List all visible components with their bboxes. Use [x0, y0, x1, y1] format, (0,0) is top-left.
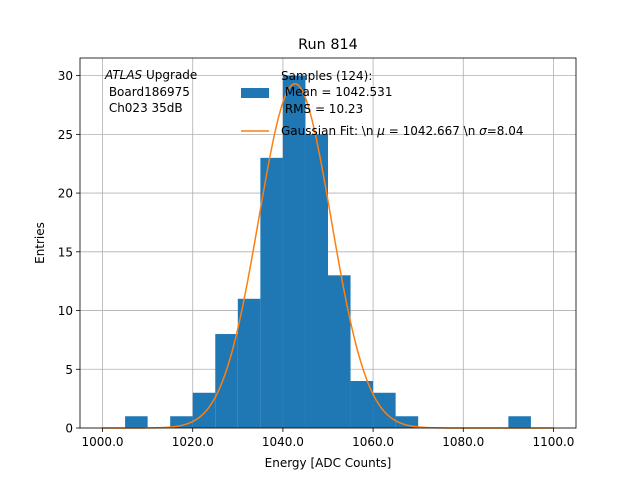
histogram-bar [260, 157, 283, 429]
y-axis-label: Entries [33, 222, 47, 264]
histogram-bar [373, 392, 396, 428]
histogram-bar [282, 75, 306, 428]
annotation-line-1: ATLAS Upgrade [104, 68, 197, 82]
histogram-bar [192, 392, 216, 428]
y-tick-label: 15 [58, 245, 73, 259]
upgrade-label: Upgrade [142, 68, 197, 82]
atlas-annotation: ATLAS Upgrade Board186975 Ch023 35dB [104, 68, 197, 115]
y-tick-label: 20 [58, 187, 73, 201]
histogram-bar [328, 275, 351, 428]
x-tick-label: 1080.0 [442, 435, 484, 449]
histogram-bar [395, 416, 419, 428]
atlas-label: ATLAS [104, 68, 143, 82]
legend-fit-label: Gaussian Fit: \n μ = 1042.667 \n σ=8.04 [281, 124, 524, 138]
x-tick-label: 1000.0 [82, 435, 124, 449]
histogram-bar [215, 334, 238, 428]
legend-fit-sigma: σ [479, 124, 487, 138]
x-axis-label: Energy [ADC Counts] [265, 456, 392, 470]
annotation-board: Board186975 [105, 85, 190, 99]
legend-samples-line-2: Mean = 1042.531 [281, 85, 392, 99]
y-axis-ticks: 0 5 10 15 20 25 30 [58, 69, 80, 436]
histogram-bar [125, 416, 148, 428]
y-tick-label: 30 [58, 69, 73, 83]
y-tick-label: 10 [58, 304, 73, 318]
legend-fit-mu: μ [376, 124, 385, 138]
y-tick-label: 25 [58, 128, 73, 142]
histogram-bar [237, 298, 261, 428]
x-tick-label: 1060.0 [352, 435, 394, 449]
histogram-bar [305, 134, 328, 428]
histogram-bar [508, 416, 531, 428]
histogram-bar [170, 416, 193, 428]
x-tick-label: 1040.0 [262, 435, 304, 449]
plot-frame [79, 57, 577, 429]
x-tick-label: 1100.0 [532, 435, 574, 449]
legend-samples-line-1: Samples (124): [281, 69, 372, 83]
x-tick-label: 1020.0 [172, 435, 214, 449]
legend-fit-post: =8.04 [487, 124, 524, 138]
legend-samples-line-3: RMS = 10.23 [281, 102, 363, 116]
annotation-channel: Ch023 35dB [105, 101, 183, 115]
x-axis-ticks: 1000.0 1020.0 1040.0 1060.0 1080.0 1100.0 [82, 428, 574, 449]
histogram-bar [350, 381, 374, 428]
y-tick-label: 0 [65, 422, 73, 436]
chart-title: Run 814 [298, 37, 358, 53]
histogram-bars [125, 75, 531, 429]
y-tick-label: 5 [65, 363, 73, 377]
legend-fit-mid: = 1042.667 \n [385, 124, 479, 138]
legend-samples-swatch [241, 88, 269, 98]
legend: Samples (124): Mean = 1042.531 RMS = 10.… [241, 69, 524, 138]
legend-fit-pre: Gaussian Fit: \n [281, 124, 377, 138]
